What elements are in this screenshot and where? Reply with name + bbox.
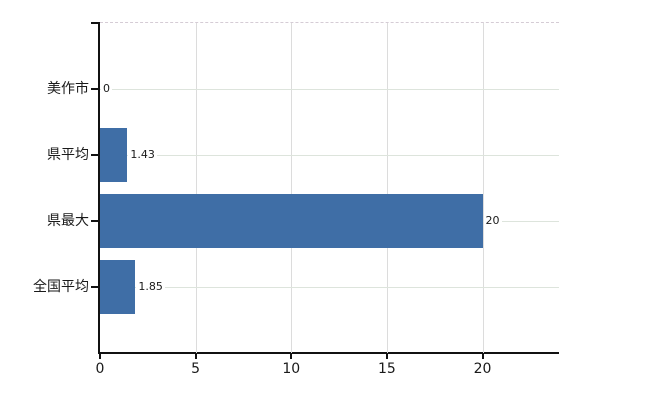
- bar-value-label: 1.85: [136, 280, 165, 294]
- x-axis-tick-label: 10: [282, 361, 301, 377]
- y-axis-top-tick: [91, 22, 98, 24]
- x-axis-tick: [385, 354, 388, 359]
- vertical-gridline: [195, 23, 197, 353]
- vertical-gridline: [291, 23, 293, 353]
- horizontal-gridline: [100, 155, 559, 156]
- x-axis-line: [98, 352, 559, 354]
- horizontal-gridline: [100, 287, 559, 288]
- category-label: 県最大: [47, 213, 89, 229]
- bar-value-label: 1.43: [128, 148, 157, 162]
- y-axis-tick: [91, 220, 98, 222]
- horizontal-gridline: [100, 89, 559, 90]
- y-axis-tick: [91, 88, 98, 90]
- bar-value-label: 0: [101, 82, 112, 96]
- bar: [100, 128, 128, 182]
- x-axis-tick-label: 5: [191, 361, 201, 377]
- vertical-gridline: [482, 23, 484, 353]
- y-axis-tick: [91, 286, 98, 288]
- x-axis-tick-label: 15: [377, 361, 396, 377]
- bar-value-label: 20: [483, 214, 502, 228]
- x-axis-tick-label: 0: [95, 361, 105, 377]
- category-label: 全国平均: [33, 279, 89, 295]
- x-axis-tick: [481, 354, 484, 359]
- y-axis-tick: [91, 154, 98, 156]
- x-axis-tick: [290, 354, 293, 359]
- x-axis-tick: [194, 354, 197, 359]
- bar: [100, 194, 483, 248]
- y-axis-line: [98, 22, 100, 354]
- category-label: 県平均: [47, 147, 89, 163]
- x-axis-tick: [99, 354, 101, 359]
- bar: [100, 260, 136, 314]
- category-label: 美作市: [47, 81, 89, 97]
- x-axis-tick-label: 20: [473, 361, 492, 377]
- vertical-gridline: [386, 23, 388, 353]
- plot-top-border: [100, 22, 559, 23]
